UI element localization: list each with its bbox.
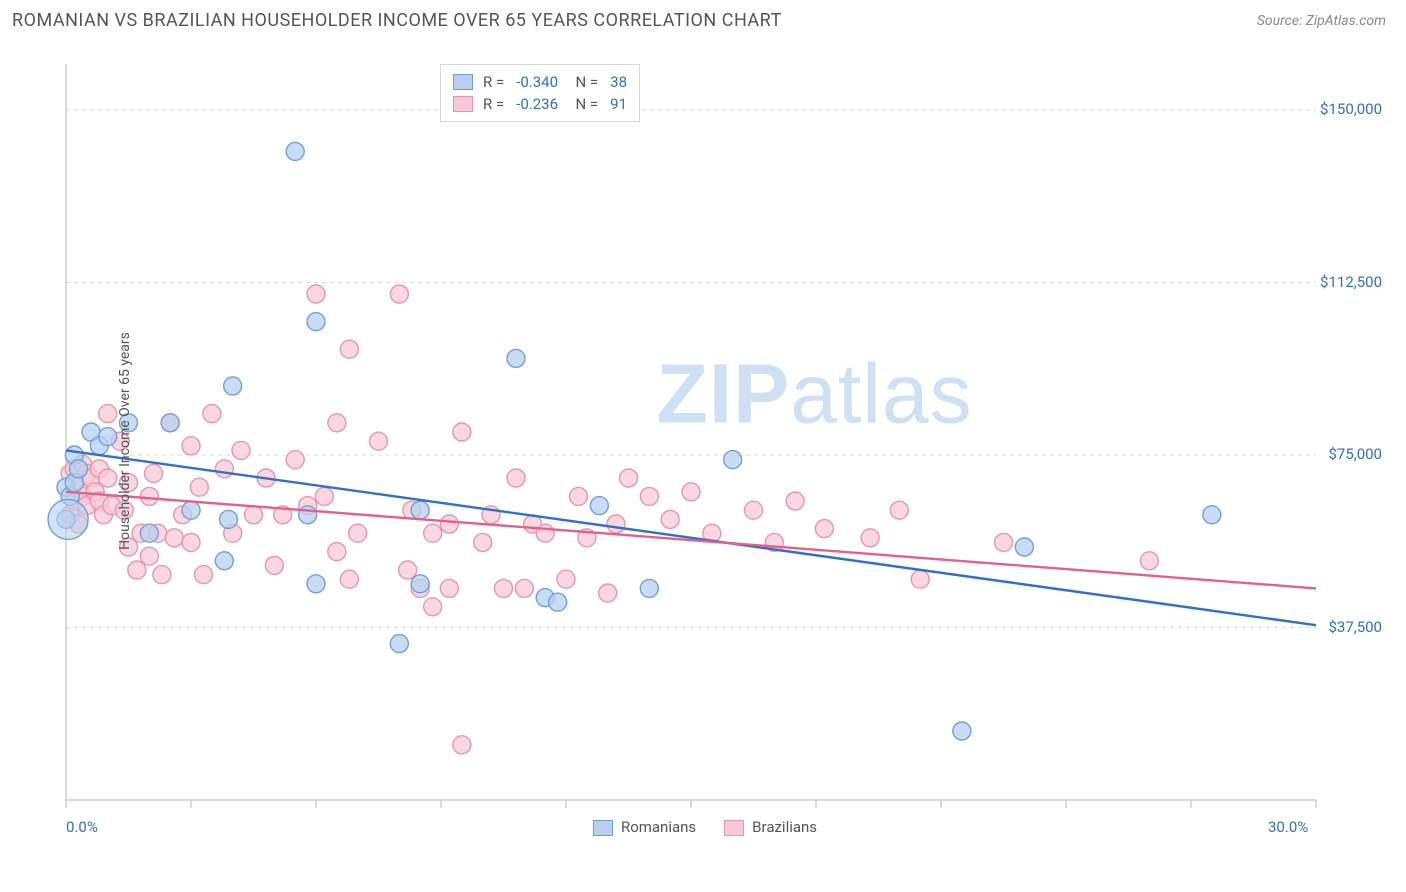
y-tick-label: $75,000 — [1328, 445, 1382, 463]
source-label: Source: ZipAtlas.com — [1257, 13, 1386, 29]
y-tick-label: $112,500 — [1320, 273, 1382, 291]
chart-container: Householder Income Over 65 years ZIPatla… — [20, 46, 1390, 836]
legend-romanians: Romanians — [621, 818, 696, 836]
correlation-legend: R =-0.340 N =38 R =-0.236 N =91 — [440, 64, 640, 122]
y-axis-label: Householder Income Over 65 years — [117, 332, 133, 550]
x-axis-min: 0.0% — [66, 818, 98, 836]
chart-title: ROMANIAN VS BRAZILIAN HOUSEHOLDER INCOME… — [12, 10, 782, 31]
series-legend: Romanians Brazilians — [593, 818, 817, 836]
legend-brazilians: Brazilians — [752, 818, 817, 836]
y-tick-label: $150,000 — [1320, 100, 1382, 118]
x-axis-max: 30.0% — [1268, 818, 1308, 836]
scatter-plot — [20, 46, 1390, 836]
y-tick-label: $37,500 — [1328, 618, 1382, 636]
